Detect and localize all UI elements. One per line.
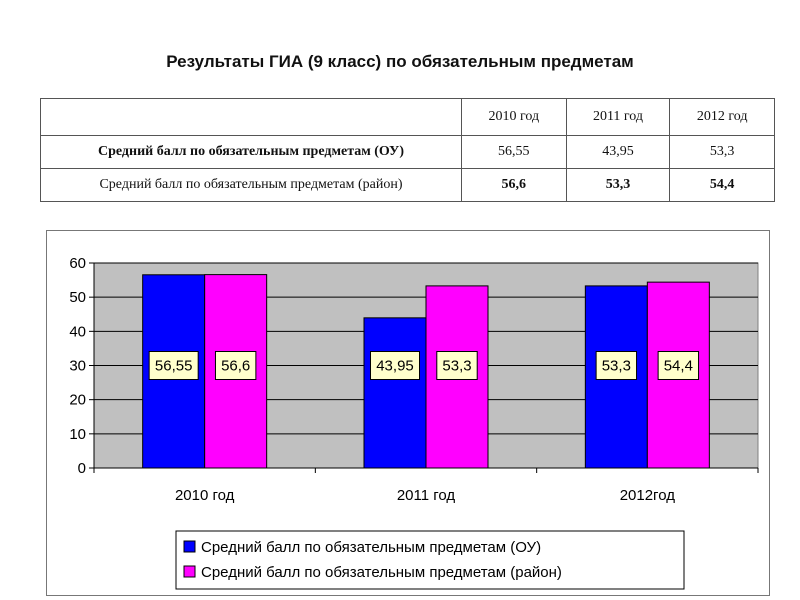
legend-swatch bbox=[183, 540, 196, 553]
y-tick-label: 30 bbox=[69, 358, 86, 375]
table-header-cell: 2012 год bbox=[669, 98, 775, 136]
data-label-box bbox=[214, 351, 257, 380]
data-label-box bbox=[595, 351, 638, 380]
x-tick-label: 2012год bbox=[620, 487, 676, 504]
table-row: Средний балл по обязательным предметам (… bbox=[40, 135, 775, 169]
table-row-label: Средний балл по обязательным предметам (… bbox=[40, 168, 462, 202]
legend bbox=[175, 530, 685, 590]
data-label-box bbox=[436, 351, 478, 380]
table-header-row: 2010 год 2011 год 2012 год bbox=[40, 98, 775, 136]
table-cell: 54,4 bbox=[669, 168, 775, 202]
data-label-box bbox=[370, 351, 420, 380]
x-tick-label: 2010 год bbox=[175, 487, 235, 504]
data-label: 54,4 bbox=[664, 358, 693, 375]
table-cell: 53,3 bbox=[669, 135, 775, 169]
results-table: 2010 год 2011 год 2012 год Средний балл … bbox=[40, 98, 775, 202]
y-tick-label: 40 bbox=[69, 323, 86, 340]
legend-label: Средний балл по обязательным предметам (… bbox=[201, 539, 541, 556]
legend-swatch bbox=[183, 565, 196, 578]
x-tick-label: 2011 год bbox=[397, 487, 456, 504]
y-tick-label: 10 bbox=[69, 426, 86, 443]
table-cell: 53,3 bbox=[565, 168, 671, 202]
data-label: 53,3 bbox=[442, 358, 471, 375]
y-tick-label: 20 bbox=[69, 392, 86, 409]
legend-label: Средний балл по обязательным предметам (… bbox=[201, 564, 562, 581]
page-title: Результаты ГИА (9 класс) по обязательным… bbox=[166, 52, 634, 71]
y-tick-label: 50 bbox=[69, 289, 86, 306]
y-tick-label: 60 bbox=[69, 255, 86, 272]
data-label: 43,95 bbox=[376, 358, 414, 375]
y-tick-label: 0 bbox=[78, 460, 86, 477]
data-label: 56,6 bbox=[221, 358, 250, 375]
bar bbox=[363, 317, 427, 469]
table-row: Средний балл по обязательным предметам (… bbox=[40, 168, 775, 202]
table-cell: 56,6 bbox=[461, 168, 567, 202]
data-label: 56,55 bbox=[155, 358, 193, 375]
data-label: 53,3 bbox=[602, 358, 631, 375]
table-header-cell: 2010 год bbox=[461, 98, 567, 136]
table-cell: 43,95 bbox=[565, 135, 671, 169]
table-header-cell bbox=[40, 98, 462, 136]
table-row-label: Средний балл по обязательным предметам (… bbox=[40, 135, 462, 169]
data-label-box bbox=[657, 351, 700, 380]
data-label-box bbox=[148, 351, 199, 380]
